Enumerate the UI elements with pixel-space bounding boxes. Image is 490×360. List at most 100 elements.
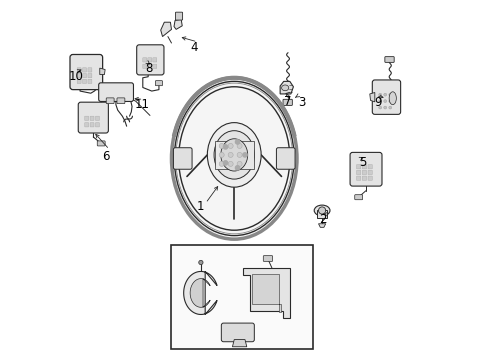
Circle shape bbox=[243, 153, 247, 157]
Polygon shape bbox=[161, 22, 171, 37]
FancyBboxPatch shape bbox=[148, 58, 152, 62]
Text: 7: 7 bbox=[284, 95, 291, 108]
Bar bbox=[172, 244, 313, 348]
FancyBboxPatch shape bbox=[77, 73, 81, 78]
Circle shape bbox=[237, 143, 242, 148]
Text: 5: 5 bbox=[359, 156, 367, 169]
FancyBboxPatch shape bbox=[362, 176, 367, 180]
Circle shape bbox=[237, 152, 242, 157]
FancyBboxPatch shape bbox=[385, 57, 394, 62]
FancyBboxPatch shape bbox=[90, 123, 94, 127]
FancyBboxPatch shape bbox=[263, 256, 272, 261]
FancyBboxPatch shape bbox=[362, 165, 367, 169]
FancyBboxPatch shape bbox=[148, 64, 152, 68]
Circle shape bbox=[223, 161, 228, 165]
FancyBboxPatch shape bbox=[357, 170, 361, 175]
Ellipse shape bbox=[282, 85, 289, 91]
FancyBboxPatch shape bbox=[96, 116, 99, 121]
FancyBboxPatch shape bbox=[175, 12, 183, 20]
Polygon shape bbox=[232, 339, 247, 347]
Text: 2: 2 bbox=[319, 213, 327, 226]
FancyBboxPatch shape bbox=[362, 170, 367, 175]
FancyBboxPatch shape bbox=[82, 68, 87, 72]
FancyBboxPatch shape bbox=[88, 79, 92, 84]
FancyBboxPatch shape bbox=[350, 152, 382, 186]
FancyBboxPatch shape bbox=[153, 58, 157, 62]
FancyBboxPatch shape bbox=[117, 98, 125, 104]
FancyBboxPatch shape bbox=[143, 64, 147, 68]
FancyBboxPatch shape bbox=[106, 98, 114, 104]
FancyBboxPatch shape bbox=[221, 323, 254, 342]
Ellipse shape bbox=[214, 131, 254, 179]
Text: 3: 3 bbox=[298, 96, 305, 109]
Circle shape bbox=[199, 260, 203, 265]
FancyBboxPatch shape bbox=[77, 79, 81, 84]
Polygon shape bbox=[184, 271, 217, 315]
Polygon shape bbox=[318, 224, 326, 227]
Polygon shape bbox=[370, 93, 375, 102]
FancyBboxPatch shape bbox=[78, 102, 108, 133]
Bar bbox=[215, 140, 254, 169]
FancyBboxPatch shape bbox=[276, 148, 295, 169]
FancyBboxPatch shape bbox=[357, 165, 361, 169]
Circle shape bbox=[228, 152, 233, 157]
Text: 11: 11 bbox=[134, 98, 149, 111]
Circle shape bbox=[228, 143, 233, 148]
Ellipse shape bbox=[318, 207, 326, 214]
FancyBboxPatch shape bbox=[372, 80, 401, 114]
Circle shape bbox=[237, 161, 242, 166]
FancyBboxPatch shape bbox=[368, 165, 372, 169]
Ellipse shape bbox=[207, 123, 261, 187]
FancyBboxPatch shape bbox=[77, 68, 81, 72]
FancyBboxPatch shape bbox=[283, 99, 293, 105]
Text: 1: 1 bbox=[196, 201, 204, 213]
Polygon shape bbox=[100, 68, 105, 75]
FancyBboxPatch shape bbox=[85, 123, 89, 127]
Polygon shape bbox=[174, 19, 182, 30]
Ellipse shape bbox=[221, 139, 247, 171]
FancyBboxPatch shape bbox=[82, 79, 87, 84]
FancyBboxPatch shape bbox=[137, 45, 164, 75]
FancyBboxPatch shape bbox=[70, 54, 102, 90]
Polygon shape bbox=[280, 81, 294, 94]
Circle shape bbox=[389, 106, 392, 109]
Polygon shape bbox=[243, 268, 290, 318]
Circle shape bbox=[384, 93, 387, 96]
Text: 8: 8 bbox=[145, 62, 152, 75]
Polygon shape bbox=[252, 274, 281, 312]
Circle shape bbox=[379, 93, 382, 96]
FancyBboxPatch shape bbox=[98, 83, 133, 102]
Circle shape bbox=[384, 106, 387, 109]
Circle shape bbox=[223, 145, 228, 149]
Ellipse shape bbox=[172, 78, 297, 239]
Ellipse shape bbox=[389, 92, 396, 105]
Text: 9: 9 bbox=[374, 96, 381, 109]
FancyBboxPatch shape bbox=[355, 195, 363, 200]
Circle shape bbox=[219, 152, 224, 157]
FancyBboxPatch shape bbox=[88, 68, 92, 72]
FancyBboxPatch shape bbox=[155, 81, 163, 86]
Text: 6: 6 bbox=[102, 150, 110, 163]
FancyBboxPatch shape bbox=[368, 176, 372, 180]
FancyBboxPatch shape bbox=[153, 64, 157, 68]
Polygon shape bbox=[190, 279, 210, 307]
FancyBboxPatch shape bbox=[90, 116, 94, 121]
Circle shape bbox=[379, 106, 382, 109]
Circle shape bbox=[379, 100, 382, 103]
FancyBboxPatch shape bbox=[82, 73, 87, 78]
FancyBboxPatch shape bbox=[173, 148, 192, 169]
FancyBboxPatch shape bbox=[368, 170, 372, 175]
Circle shape bbox=[389, 100, 392, 103]
FancyBboxPatch shape bbox=[85, 116, 89, 121]
Ellipse shape bbox=[314, 205, 330, 216]
Circle shape bbox=[235, 140, 240, 144]
Circle shape bbox=[228, 161, 233, 166]
Circle shape bbox=[219, 143, 224, 148]
FancyBboxPatch shape bbox=[97, 141, 105, 146]
FancyBboxPatch shape bbox=[88, 73, 92, 78]
Text: 4: 4 bbox=[190, 41, 198, 54]
Text: 10: 10 bbox=[68, 69, 83, 82]
Circle shape bbox=[219, 161, 224, 166]
FancyBboxPatch shape bbox=[96, 123, 99, 127]
Circle shape bbox=[384, 100, 387, 103]
